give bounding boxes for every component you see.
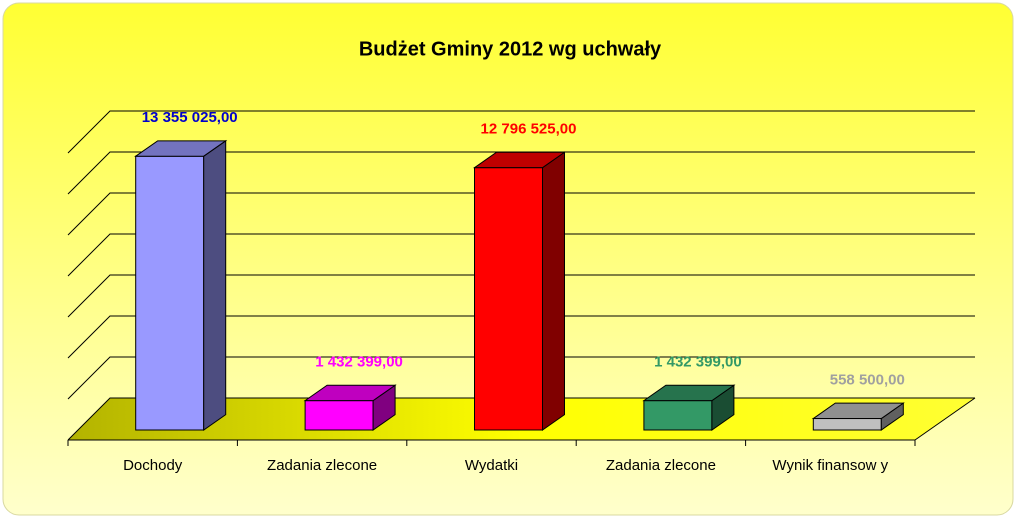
x-tick-label: Zadania zlecone bbox=[606, 457, 716, 474]
value-label: 1 432 399,00 bbox=[654, 354, 742, 371]
x-tick-label: Zadania zlecone bbox=[267, 457, 377, 474]
bar-front bbox=[812, 418, 882, 431]
bar-front bbox=[135, 155, 205, 431]
bar-front bbox=[304, 400, 374, 431]
chart-title: Budżet Gminy 2012 wg uchwały bbox=[359, 38, 662, 60]
x-tick-label: Wynik finansow y bbox=[772, 457, 888, 474]
grid-line bbox=[67, 151, 975, 195]
bar-top bbox=[811, 402, 905, 420]
value-label: 13 355 025,00 bbox=[142, 109, 238, 126]
value-label: 1 432 399,00 bbox=[315, 354, 403, 371]
x-tick-label: Dochody bbox=[123, 457, 183, 474]
bar-side bbox=[203, 139, 227, 431]
grid-line bbox=[67, 356, 975, 400]
grid-line bbox=[67, 110, 975, 154]
bar-side bbox=[542, 151, 565, 431]
bar-top bbox=[134, 140, 228, 157]
bar-top bbox=[472, 151, 567, 169]
x-tick-label: Wydatki bbox=[465, 457, 518, 474]
x-axis-right bbox=[914, 397, 976, 441]
grid-line bbox=[67, 315, 975, 359]
grid-line bbox=[67, 233, 975, 277]
value-label: 558 500,00 bbox=[830, 372, 905, 389]
bar-front bbox=[643, 400, 713, 431]
bar-top bbox=[303, 384, 397, 402]
grid-line bbox=[67, 192, 975, 236]
bar-top bbox=[642, 384, 736, 402]
bar-front bbox=[474, 167, 543, 431]
value-label: 12 796 525,00 bbox=[481, 121, 577, 138]
grid-line bbox=[67, 274, 975, 318]
